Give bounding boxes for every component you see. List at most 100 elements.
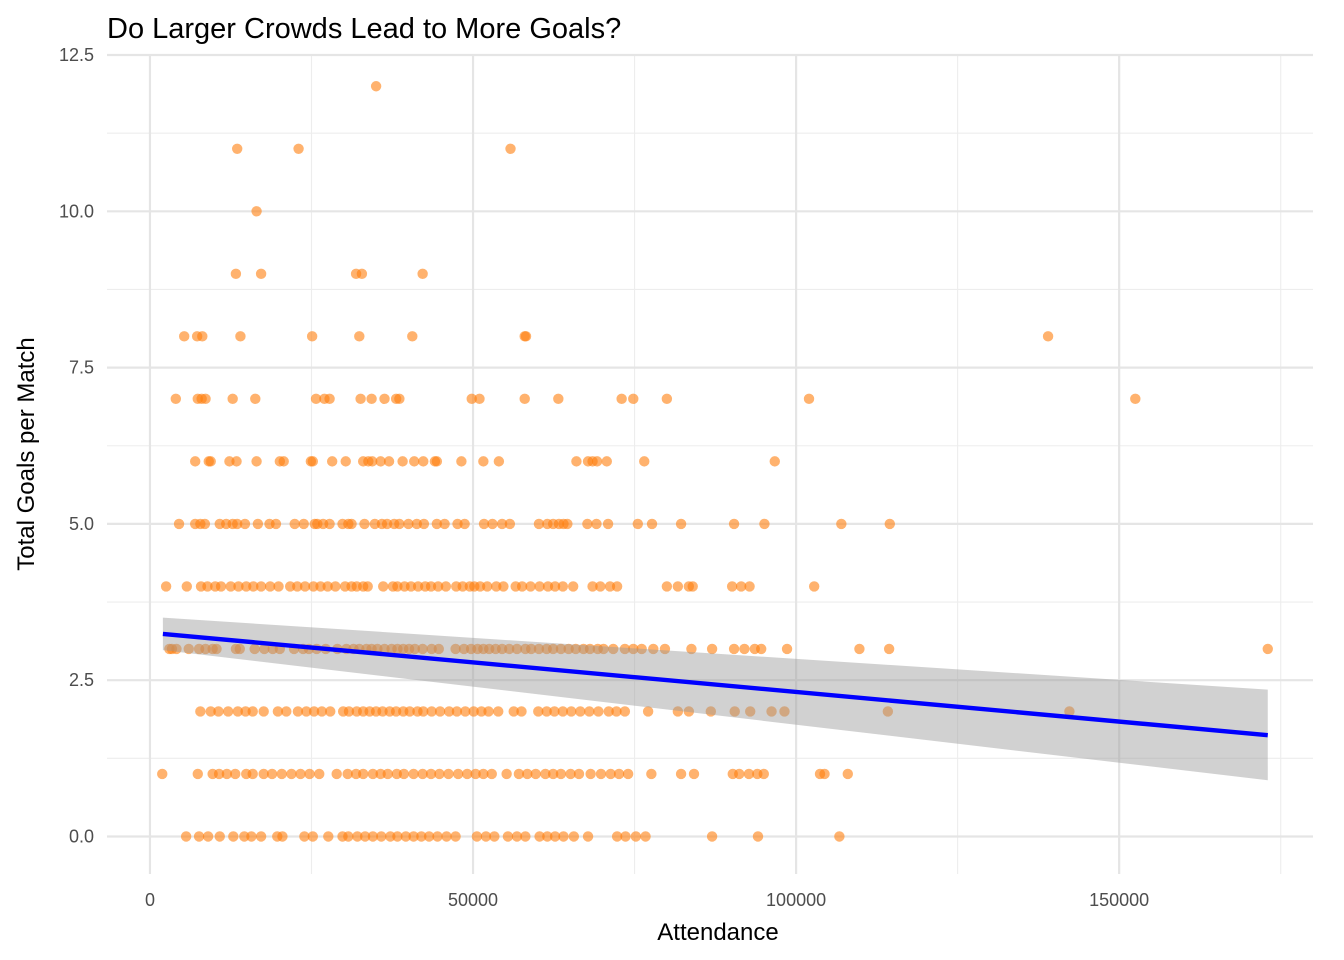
y-tick-label: 5.0 xyxy=(69,514,94,534)
data-point xyxy=(434,768,445,780)
data-point xyxy=(620,831,631,842)
data-point xyxy=(434,706,446,717)
data-points xyxy=(157,81,1273,842)
data-point xyxy=(756,643,767,655)
data-point xyxy=(769,456,780,467)
data-point xyxy=(367,456,378,467)
data-point xyxy=(252,518,264,530)
data-point xyxy=(460,706,471,717)
data-point xyxy=(468,706,479,717)
data-point xyxy=(235,331,246,342)
data-point xyxy=(530,768,541,780)
data-point xyxy=(808,581,820,592)
data-point xyxy=(359,518,370,530)
data-point xyxy=(608,643,619,655)
data-point xyxy=(273,581,284,592)
data-point xyxy=(307,456,318,467)
data-point xyxy=(418,518,430,530)
data-point xyxy=(882,706,894,717)
data-point xyxy=(193,831,205,842)
data-point xyxy=(205,456,216,467)
data-point xyxy=(241,581,252,592)
data-point xyxy=(289,518,300,530)
data-point xyxy=(234,643,245,655)
data-point xyxy=(202,831,214,842)
data-point xyxy=(542,581,554,592)
data-point xyxy=(493,456,505,467)
data-point xyxy=(377,706,388,717)
data-point xyxy=(299,581,311,592)
data-point xyxy=(496,643,508,655)
data-point xyxy=(648,643,659,655)
data-point xyxy=(251,456,262,467)
data-point xyxy=(225,581,236,592)
data-point xyxy=(266,768,278,780)
data-point xyxy=(632,518,643,530)
data-point xyxy=(286,768,297,780)
data-point xyxy=(284,581,296,592)
data-point xyxy=(306,331,318,342)
data-point xyxy=(672,581,684,592)
data-point xyxy=(611,581,623,592)
x-tick-label: 150000 xyxy=(1089,890,1149,910)
data-point xyxy=(601,456,612,467)
y-tick-label: 10.0 xyxy=(59,201,94,221)
data-point xyxy=(239,518,251,530)
data-point xyxy=(295,768,306,780)
data-point xyxy=(450,831,461,842)
data-point xyxy=(408,831,419,842)
data-point xyxy=(582,518,593,530)
data-point xyxy=(215,581,227,592)
data-point xyxy=(533,643,545,655)
data-point xyxy=(743,768,755,780)
data-point xyxy=(392,581,403,592)
data-point xyxy=(519,393,530,405)
data-point xyxy=(478,768,489,780)
data-point xyxy=(819,768,830,780)
data-point xyxy=(508,706,519,717)
data-point xyxy=(547,643,559,655)
data-point xyxy=(183,643,194,655)
data-point xyxy=(456,456,467,467)
data-point xyxy=(417,768,428,780)
data-point xyxy=(728,643,740,655)
data-point xyxy=(370,81,382,92)
data-point xyxy=(416,831,427,842)
data-point xyxy=(404,706,415,717)
data-point xyxy=(630,831,642,842)
chart-title: Do Larger Crowds Lead to More Goals? xyxy=(107,13,621,45)
data-point xyxy=(181,581,192,592)
data-point xyxy=(563,643,574,655)
data-point xyxy=(562,518,573,530)
data-point xyxy=(688,768,700,780)
data-point xyxy=(173,518,185,530)
data-point xyxy=(189,456,201,467)
data-point xyxy=(409,643,421,655)
data-point xyxy=(587,581,598,592)
data-point xyxy=(766,706,777,717)
data-point xyxy=(213,768,225,780)
data-point xyxy=(423,831,435,842)
data-point xyxy=(310,393,322,405)
regression-line xyxy=(162,631,1268,738)
data-point xyxy=(264,581,276,592)
data-point xyxy=(394,518,405,530)
trend-layer xyxy=(162,617,1268,781)
data-point xyxy=(779,706,790,717)
data-point xyxy=(255,831,267,842)
data-point xyxy=(324,518,335,530)
data-point xyxy=(367,831,379,842)
data-point xyxy=(591,518,602,530)
data-point xyxy=(231,143,243,154)
data-point xyxy=(1064,706,1075,717)
data-point xyxy=(1262,643,1273,655)
data-point xyxy=(540,768,551,780)
data-point xyxy=(483,706,494,717)
data-point xyxy=(440,581,452,592)
data-point xyxy=(458,643,470,655)
data-point xyxy=(255,581,267,592)
data-point xyxy=(199,518,211,530)
data-point xyxy=(1042,331,1054,342)
data-point xyxy=(432,581,444,592)
data-point xyxy=(752,831,764,842)
